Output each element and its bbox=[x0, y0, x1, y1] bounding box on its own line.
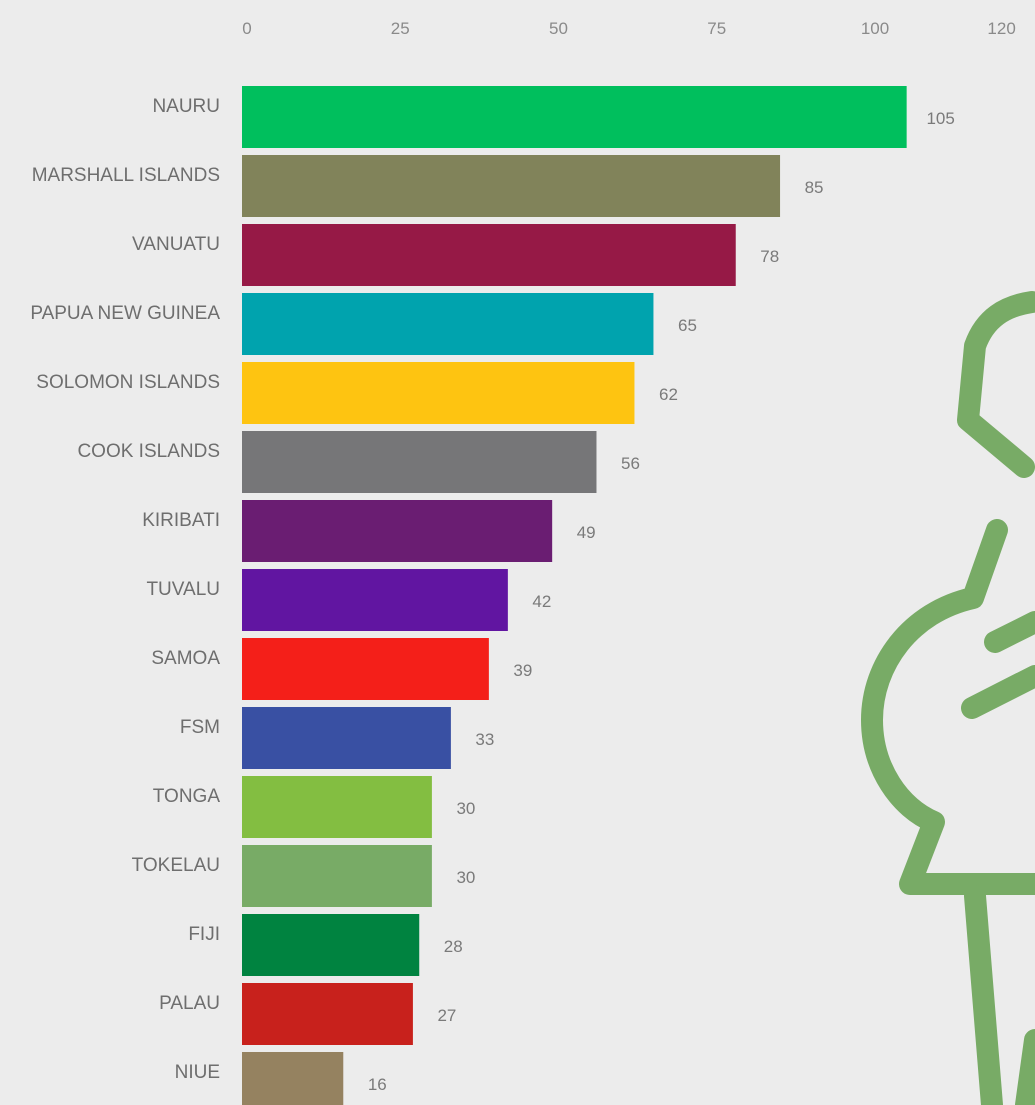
category-label: SOLOMON ISLANDS bbox=[36, 372, 220, 393]
category-label: TOKELAU bbox=[132, 855, 220, 876]
bar bbox=[242, 224, 736, 286]
value-label: 78 bbox=[760, 247, 779, 266]
value-label: 16 bbox=[368, 1075, 387, 1094]
category-label: MARSHALL ISLANDS bbox=[32, 165, 220, 186]
value-label: 30 bbox=[456, 799, 475, 818]
category-label: PALAU bbox=[159, 993, 220, 1014]
value-label: 49 bbox=[577, 523, 596, 542]
value-label: 33 bbox=[475, 730, 494, 749]
bar bbox=[242, 569, 508, 631]
category-label: SAMOA bbox=[151, 648, 220, 669]
bar bbox=[242, 914, 420, 976]
value-label: 30 bbox=[456, 868, 475, 887]
bar bbox=[242, 1052, 344, 1105]
bar bbox=[242, 638, 489, 700]
category-label: NIUE bbox=[175, 1062, 220, 1083]
value-label: 85 bbox=[805, 178, 824, 197]
bar bbox=[242, 362, 635, 424]
x-tick-label: 25 bbox=[391, 19, 410, 38]
category-label: TUVALU bbox=[146, 579, 220, 600]
bar bbox=[242, 707, 451, 769]
category-label: FSM bbox=[180, 717, 220, 738]
bar bbox=[242, 500, 553, 562]
value-label: 56 bbox=[621, 454, 640, 473]
category-label: PAPUA NEW GUINEA bbox=[30, 303, 220, 324]
bar bbox=[242, 845, 432, 907]
value-label: 27 bbox=[437, 1006, 456, 1025]
x-axis-ticks: 0 25 50 75 100 120 bbox=[242, 19, 1016, 38]
category-label: KIRIBATI bbox=[142, 510, 220, 531]
bar bbox=[242, 431, 597, 493]
value-label: 105 bbox=[926, 109, 954, 128]
x-tick-label: 0 bbox=[242, 19, 251, 38]
category-label: FIJI bbox=[188, 924, 220, 945]
x-tick-label: 120 bbox=[987, 19, 1015, 38]
bar bbox=[242, 155, 781, 217]
x-tick-label: 75 bbox=[707, 19, 726, 38]
category-label: NAURU bbox=[152, 96, 220, 117]
category-label: TONGA bbox=[153, 786, 221, 807]
value-label: 62 bbox=[659, 385, 678, 404]
bars bbox=[242, 86, 907, 1105]
bar bbox=[242, 293, 654, 355]
value-label: 39 bbox=[513, 661, 532, 680]
bar bbox=[242, 776, 432, 838]
category-labels: NAURU MARSHALL ISLANDS VANUATU PAPUA NEW GU… bbox=[30, 96, 220, 1083]
bar bbox=[242, 86, 907, 148]
x-tick-label: 50 bbox=[549, 19, 568, 38]
value-label: 65 bbox=[678, 316, 697, 335]
category-label: VANUATU bbox=[132, 234, 220, 255]
value-label: 42 bbox=[532, 592, 551, 611]
x-tick-label: 100 bbox=[861, 19, 889, 38]
category-label: COOK ISLANDS bbox=[77, 441, 220, 462]
bar bbox=[242, 983, 413, 1045]
value-labels: 105 85 78 65 62 56 49 42 39 33 30 30 28 27 16 bbox=[368, 109, 955, 1094]
gender-symbols-outline-icon bbox=[861, 291, 1035, 1105]
value-label: 28 bbox=[444, 937, 463, 956]
